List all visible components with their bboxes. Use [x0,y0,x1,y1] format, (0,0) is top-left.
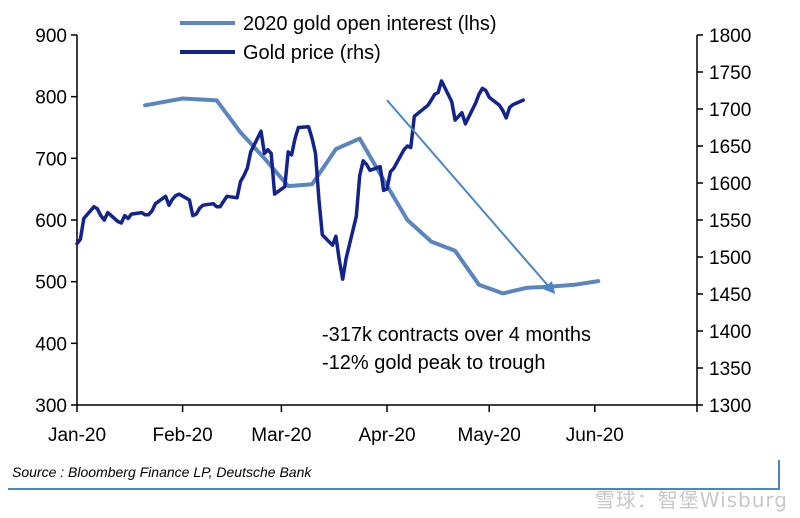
y-left-tick-label: 800 [35,88,67,109]
legend-label-open-interest: 2020 gold open interest (lhs) [243,13,497,35]
footer-rule-vertical [778,460,780,490]
y-left-tick-label: 500 [35,273,67,294]
y-right-tick-label: 1650 [709,137,751,158]
source-note: Source : Bloomberg Finance LP, Deutsche … [12,464,312,480]
y-right-tick-label: 1600 [709,174,751,195]
y-right-tick-label: 1400 [709,322,751,343]
x-tick-label: Feb-20 [153,425,213,446]
y-right-tick-label: 1300 [709,396,751,417]
annotation-gold-drop: -12% gold peak to trough [322,352,546,374]
annotation-contracts: -317k contracts over 4 months [322,324,591,346]
y-left-tick-label: 600 [35,211,67,232]
x-tick-label: Mar-20 [251,425,311,446]
watermark: 雪球：智堡Wisburg [594,488,788,512]
y-left-tick-label: 300 [35,396,67,417]
y-left-tick-label: 400 [35,334,67,355]
x-tick-label: Jun-20 [566,425,624,446]
y-right-tick-label: 1500 [709,248,751,269]
series-line-gold-price [75,79,526,281]
y-right-tick-label: 1450 [709,285,751,306]
y-right-tick-label: 1550 [709,211,751,232]
y-right-tick-label: 1800 [709,26,751,47]
x-tick-label: Apr-20 [358,425,415,446]
y-left-tick-label: 700 [35,149,67,170]
chart: 300 400 500 600 700 800 900 1300 1350 1400 1450 150… [35,13,751,446]
footer-rule [8,488,780,490]
y-right-tick-label: 1350 [709,359,751,380]
y-right-tick-label: 1750 [709,63,751,84]
x-tick-label: May-20 [458,425,521,446]
trend-arrow [386,99,556,295]
x-tick-label: Jan-20 [48,425,106,446]
y-left-tick-label: 900 [35,26,67,47]
legend-label-gold-price: Gold price (rhs) [243,42,381,64]
y-right-tick-label: 1700 [709,100,751,121]
